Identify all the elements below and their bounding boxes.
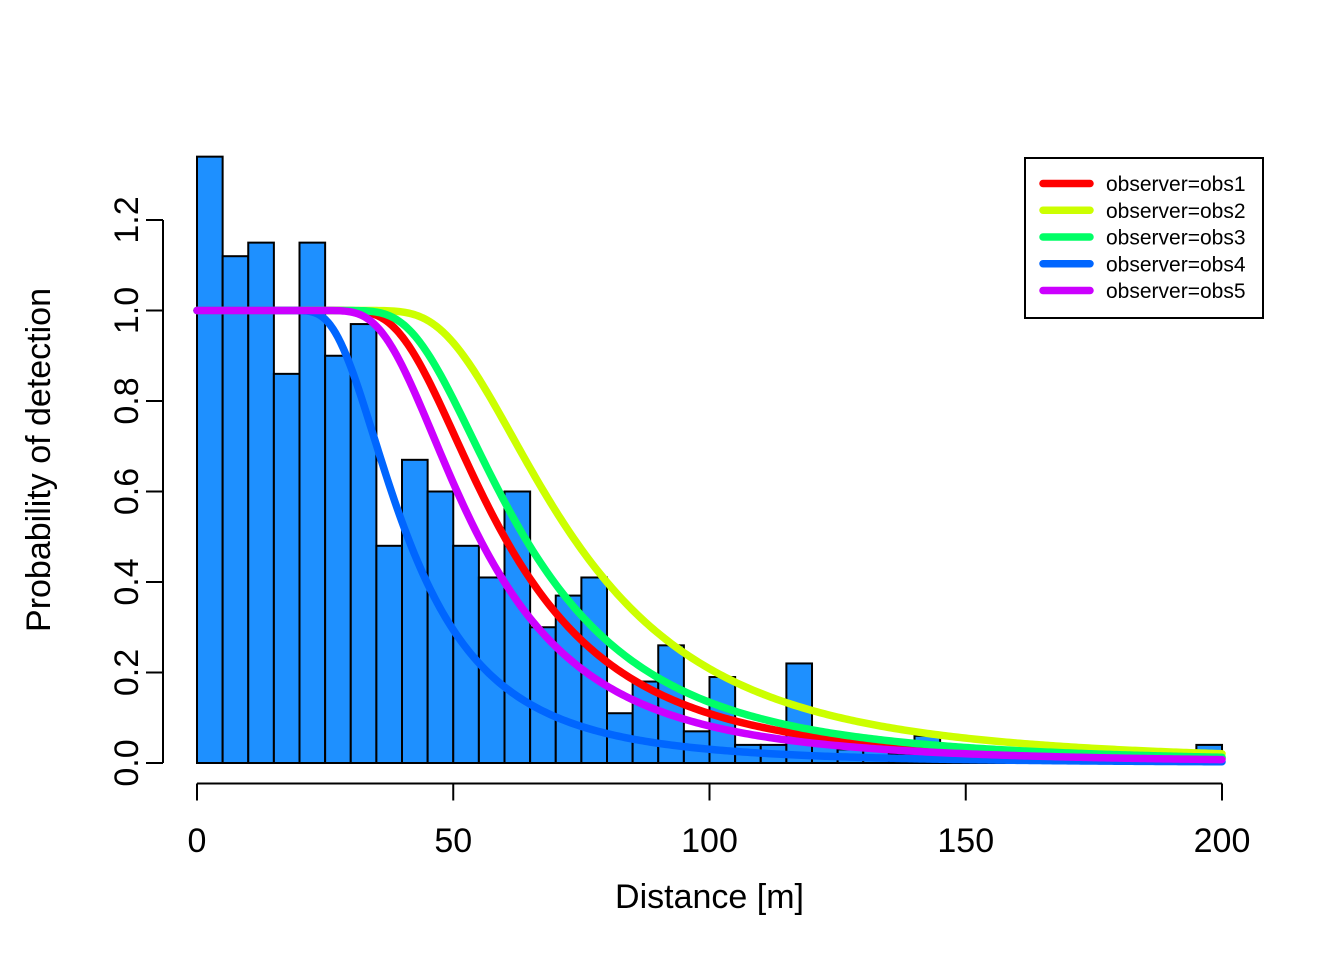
histogram-bar [401,458,429,764]
legend: observer=obs1 observer=obs2 observer=obs3 o… [1024,157,1264,319]
histogram-bar [426,490,455,764]
histogram-bar [221,255,250,764]
histogram-bar [349,323,378,764]
histogram-bar [272,372,301,764]
y-tick-label: 1.2 [108,196,146,243]
legend-label: observer=obs2 [1106,200,1246,223]
legend-label: observer=obs5 [1106,280,1246,303]
histogram-bar [529,626,557,764]
histogram-bar [375,544,404,764]
x-tick-label: 100 [681,822,738,860]
y-tick-label: 0.8 [108,377,146,424]
detection-curve-obs5 [193,306,1226,764]
histogram-bar [298,241,327,765]
x-tick-label: 50 [434,822,472,860]
y-tick-label: 0.6 [108,468,146,515]
y-axis-title: Probability of detection [20,288,58,632]
legend-label: observer=obs4 [1106,253,1246,276]
y-axis: 0.0 0.2 0.4 0.6 0.8 1.0 1.2 [108,196,164,787]
x-tick-label: 200 [1194,822,1251,860]
x-tick-label: 150 [937,822,994,860]
legend-label: observer=obs3 [1106,227,1246,250]
detection-curve-obs3 [193,306,1226,762]
x-axis-title: Distance [m] [615,878,804,916]
detection-curve-obs4 [193,306,1226,766]
x-tick-label: 0 [188,822,207,860]
histogram-bar [324,354,352,764]
y-tick-label: 0.4 [108,558,146,605]
y-tick-label: 0.0 [108,739,146,786]
detection-curves [193,306,1226,766]
y-tick-label: 0.2 [108,649,146,696]
histogram-bar [247,241,275,765]
y-tick-label: 1.0 [108,287,146,334]
histogram-bar [196,155,224,764]
legend-label: observer=obs1 [1106,173,1246,196]
x-axis: 0 50 100 150 200 [188,782,1251,860]
